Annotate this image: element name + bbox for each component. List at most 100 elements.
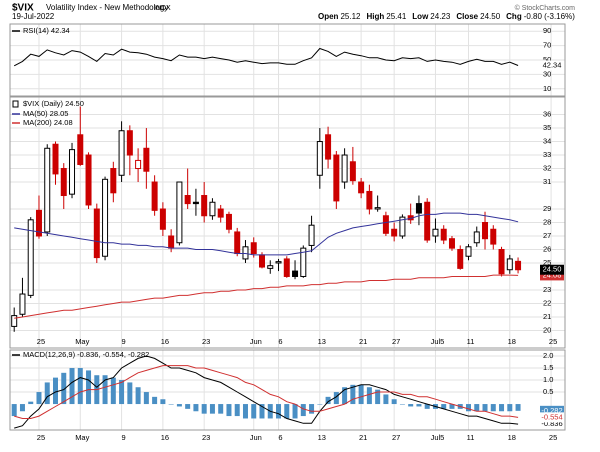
histogram-bar	[416, 404, 422, 407]
histogram-bar	[515, 404, 521, 411]
candle-body	[515, 260, 522, 271]
macd-line	[14, 355, 519, 429]
histogram-bar	[350, 384, 356, 405]
x-tick-label: May	[75, 337, 89, 346]
candle-body	[69, 149, 76, 195]
histogram-bar	[317, 404, 323, 405]
x-tick-label: Jul5	[431, 433, 445, 442]
x-tick-label: May	[75, 433, 89, 442]
histogram-bar	[441, 404, 447, 409]
y-tick-label: 31	[543, 177, 551, 186]
y-tick-label: 1.5	[543, 363, 553, 372]
panel	[10, 350, 565, 430]
y-tick-label: 32	[543, 164, 551, 173]
histogram-bar	[168, 404, 174, 405]
panel	[10, 97, 565, 348]
candle-body	[498, 248, 505, 275]
candle-body	[168, 235, 175, 249]
candle-body	[399, 216, 406, 237]
histogram-bar	[77, 368, 83, 405]
x-tick-label: 23	[202, 337, 210, 346]
histogram-bar	[176, 404, 182, 407]
histogram-bar	[309, 404, 315, 414]
y-tick-label: 70	[543, 41, 551, 50]
histogram-bar	[474, 404, 480, 412]
histogram-bar	[127, 382, 133, 405]
value-tag	[540, 412, 564, 423]
y-tick-label: 20	[543, 325, 551, 334]
candle-body	[60, 168, 67, 197]
y-tick-label: 28	[543, 217, 551, 226]
candle-body	[457, 248, 464, 269]
histogram-bar	[399, 404, 405, 405]
candle-body	[506, 258, 513, 271]
y-tick-label: 22	[543, 298, 551, 307]
histogram-bar	[234, 404, 240, 417]
legend-label: MA(200) 24.08	[23, 118, 73, 127]
y-tick-label: 35	[543, 123, 551, 132]
x-tick-label: 27	[392, 337, 400, 346]
candle-body	[482, 222, 489, 240]
candle-body	[102, 178, 109, 257]
histogram-bar	[366, 387, 372, 405]
value-tag-label: -0.282	[541, 406, 562, 415]
candle-body	[225, 213, 232, 230]
x-tick-label: 13	[318, 337, 326, 346]
legend-label: $VIX (Daily) 24.50	[23, 99, 84, 108]
candle-body	[217, 208, 224, 218]
candle-body	[325, 134, 332, 160]
y-tick-label: 23	[543, 285, 551, 294]
histogram-bar	[333, 392, 339, 405]
x-tick-label: Jun	[250, 433, 262, 442]
candle-body	[424, 201, 431, 241]
value-tag	[540, 405, 564, 416]
histogram-bar	[408, 404, 414, 407]
histogram-bar	[69, 368, 75, 405]
candle-body	[151, 181, 158, 211]
y-tick-label: 21	[543, 312, 551, 321]
value-tag-label: 24.50	[543, 265, 562, 274]
candle-body	[52, 143, 59, 175]
quote-value: 24.50	[480, 12, 501, 21]
x-tick-label: 11	[467, 433, 475, 442]
x-tick-label: 23	[202, 433, 210, 442]
histogram-bar	[218, 404, 224, 414]
x-tick-label: Jun	[250, 337, 262, 346]
histogram-bar	[482, 404, 488, 412]
x-tick-label: 25	[549, 337, 557, 346]
histogram-bar	[152, 396, 158, 405]
candle-body	[209, 201, 216, 217]
candle-body	[242, 246, 249, 260]
candle-body	[292, 270, 299, 277]
y-tick-label: 10	[543, 84, 551, 93]
histogram-bar	[276, 404, 282, 419]
x-tick-label: 25	[37, 433, 45, 442]
candle-body	[93, 208, 100, 259]
panel-frame	[9, 96, 566, 349]
y-tick-label: 25	[543, 258, 551, 267]
x-tick-label: 16	[161, 433, 169, 442]
quote-label: Low	[412, 12, 429, 21]
quote-value: -0.80 (-3.16%)	[524, 12, 575, 21]
candle-body	[415, 203, 422, 214]
security-name: Volatility Index - New Methodology	[46, 3, 168, 12]
candle-body	[316, 141, 323, 176]
x-tick-label: 16	[161, 337, 169, 346]
value-tag-label: -0.836	[541, 419, 562, 428]
x-tick-label: 21	[359, 433, 367, 442]
candle-body	[366, 190, 373, 210]
legend-label: MACD(12,26,9) -0.836, -0.554, -0.282	[23, 350, 149, 359]
x-tick-label: 11	[467, 337, 475, 346]
x-tick-label: 13	[318, 433, 326, 442]
y-tick-label: 2.0	[543, 351, 553, 360]
candle-body	[283, 258, 290, 277]
value-tag-label: -0.554	[541, 412, 562, 421]
histogram-bar	[424, 404, 430, 409]
candle-body	[159, 208, 166, 230]
candle-body	[349, 161, 356, 182]
y-tick-label: 90	[543, 26, 551, 35]
histogram-bar	[110, 377, 116, 405]
candle-body	[85, 154, 92, 206]
